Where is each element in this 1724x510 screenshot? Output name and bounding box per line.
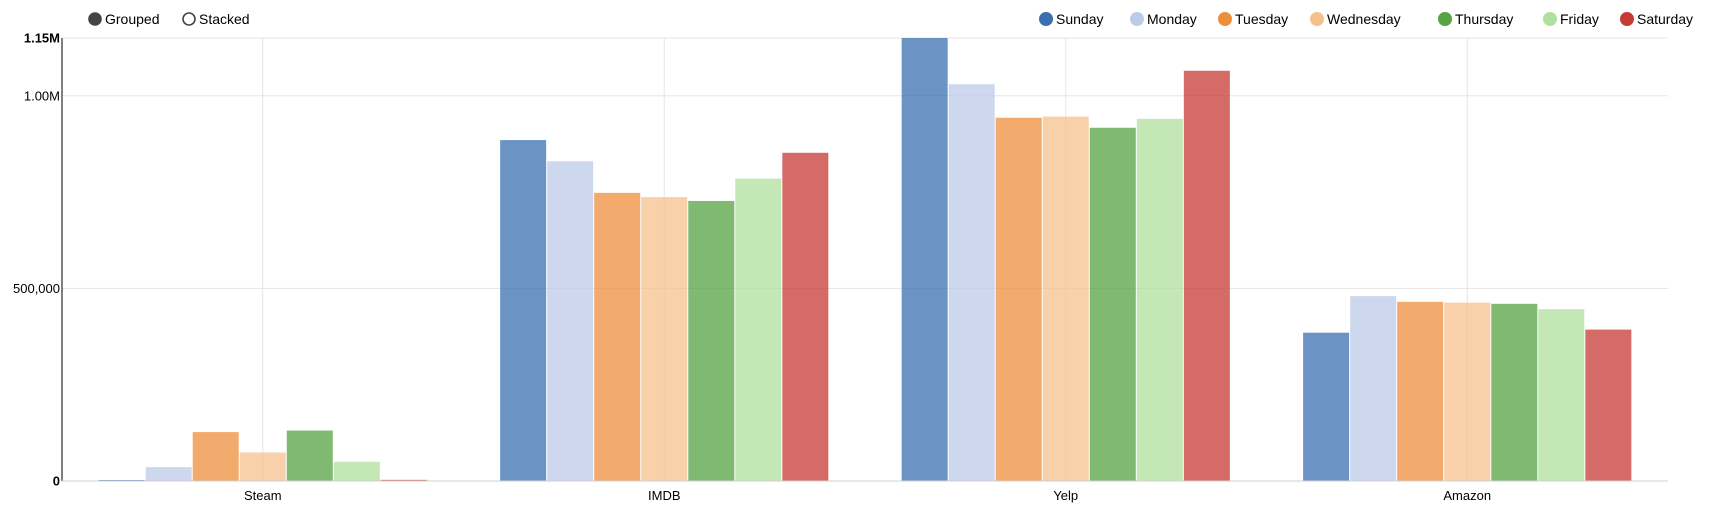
bar-steam-saturday[interactable] [380, 479, 427, 481]
bar-yelp-friday[interactable] [1136, 118, 1183, 482]
bar-group-steam [98, 430, 427, 481]
legend-swatch-icon [1130, 12, 1144, 26]
bar-imdb-tuesday[interactable] [594, 192, 641, 482]
legend-label: Wednesday [1327, 11, 1401, 27]
bars-layer [98, 38, 1632, 482]
mode-label: Stacked [199, 11, 250, 27]
y-tick-label: 0 [53, 474, 60, 489]
bar-yelp-wednesday[interactable] [1042, 116, 1089, 481]
legend-label: Thursday [1455, 11, 1513, 27]
x-category-label: Yelp [1053, 488, 1078, 503]
legend-swatch-icon [1310, 12, 1324, 26]
bar-steam-wednesday[interactable] [239, 452, 286, 481]
bar-imdb-friday[interactable] [735, 178, 782, 481]
bar-yelp-saturday[interactable] [1183, 70, 1230, 482]
legend-swatch-icon [1620, 12, 1634, 26]
legend-label: Monday [1147, 11, 1197, 27]
legend-label: Sunday [1056, 11, 1103, 27]
bar-steam-friday[interactable] [333, 461, 380, 481]
bar-group-amazon [1303, 296, 1632, 481]
legend-label: Saturday [1637, 11, 1693, 27]
legend-item-monday[interactable]: Monday [1130, 11, 1197, 27]
bar-imdb-saturday[interactable] [782, 152, 829, 482]
legend-swatch-icon [1438, 12, 1452, 26]
legend-item-tuesday[interactable]: Tuesday [1218, 11, 1289, 27]
bar-steam-tuesday[interactable] [192, 432, 239, 481]
legend-label: Tuesday [1235, 11, 1288, 27]
bar-amazon-monday[interactable] [1350, 296, 1397, 481]
bar-amazon-sunday[interactable] [1303, 332, 1350, 481]
bar-amazon-tuesday[interactable] [1397, 301, 1444, 481]
legend-swatch-icon [1543, 12, 1557, 26]
bar-yelp-thursday[interactable] [1089, 127, 1136, 481]
legend: Sunday Monday Tuesday Wednesday Thursday Frid… [1039, 11, 1694, 27]
mode-radio-icon [88, 12, 102, 26]
bar-amazon-friday[interactable] [1538, 309, 1585, 481]
x-category-label: IMDB [648, 488, 681, 503]
bar-yelp-monday[interactable] [948, 84, 995, 481]
legend-item-saturday[interactable]: Saturday [1620, 11, 1694, 27]
y-tick-label: 1.00M [24, 88, 60, 103]
y-tick-label: 500,000 [13, 281, 60, 296]
mode-grouped-toggle[interactable]: Grouped [88, 11, 159, 27]
legend-item-thursday[interactable]: Thursday [1438, 11, 1514, 27]
legend-item-sunday[interactable]: Sunday [1039, 11, 1104, 27]
legend-item-friday[interactable]: Friday [1543, 11, 1599, 27]
x-category-label: Steam [244, 488, 282, 503]
bar-steam-thursday[interactable] [286, 430, 333, 481]
bar-imdb-wednesday[interactable] [641, 197, 688, 481]
legend-label: Friday [1560, 11, 1599, 27]
bar-imdb-thursday[interactable] [688, 200, 735, 481]
legend-item-wednesday[interactable]: Wednesday [1310, 11, 1401, 27]
axis-layer: 0 500,000 1.00M 1.15M Steam IMDB Yelp Amazon [13, 31, 1668, 503]
bar-yelp-tuesday[interactable] [995, 117, 1042, 482]
bar-imdb-sunday[interactable] [500, 140, 547, 481]
mode-stacked-toggle[interactable]: Stacked [182, 11, 250, 27]
bar-amazon-thursday[interactable] [1491, 303, 1538, 481]
bar-imdb-monday[interactable] [547, 161, 594, 481]
legend-swatch-icon [1218, 12, 1232, 26]
bar-group-imdb [500, 140, 829, 482]
mode-label: Grouped [105, 11, 159, 27]
bar-group-yelp [901, 38, 1230, 482]
legend-swatch-icon [1039, 12, 1053, 26]
x-category-label: Amazon [1443, 488, 1491, 503]
bar-amazon-saturday[interactable] [1585, 329, 1632, 481]
y-tick-label: 1.15M [24, 31, 60, 46]
mode-radio-icon [182, 12, 196, 26]
mode-controls: Grouped Stacked [88, 11, 250, 27]
bar-amazon-wednesday[interactable] [1444, 302, 1491, 481]
bar-steam-monday[interactable] [145, 467, 192, 481]
bar-yelp-sunday[interactable] [901, 38, 948, 481]
